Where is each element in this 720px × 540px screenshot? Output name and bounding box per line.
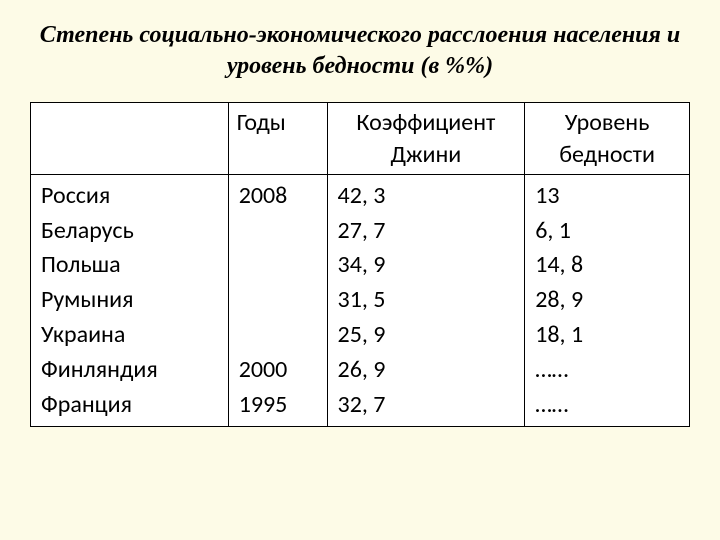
header-gini: Коэффициент Джини — [327, 103, 525, 174]
countries-cell: РоссияБеларусьПольшаРумынияУкраинаФинлян… — [31, 174, 229, 427]
poverty-cell: 136, 114, 828, 918, 1………… — [525, 174, 690, 427]
table-header-row: Годы Коэффициент Джини Уровень бедности — [31, 103, 690, 174]
table-data-row: РоссияБеларусьПольшаРумынияУкраинаФинлян… — [31, 174, 690, 427]
years-cell: 2008 20001995 — [228, 174, 327, 427]
header-poverty: Уровень бедности — [525, 103, 690, 174]
data-table: Годы Коэффициент Джини Уровень бедности … — [30, 102, 690, 427]
page-title: Степень социально-экономического расслое… — [30, 20, 690, 82]
header-country — [31, 103, 229, 174]
gini-cell: 42, 327, 734, 931, 525, 926, 932, 7 — [327, 174, 525, 427]
header-year: Годы — [228, 103, 327, 174]
